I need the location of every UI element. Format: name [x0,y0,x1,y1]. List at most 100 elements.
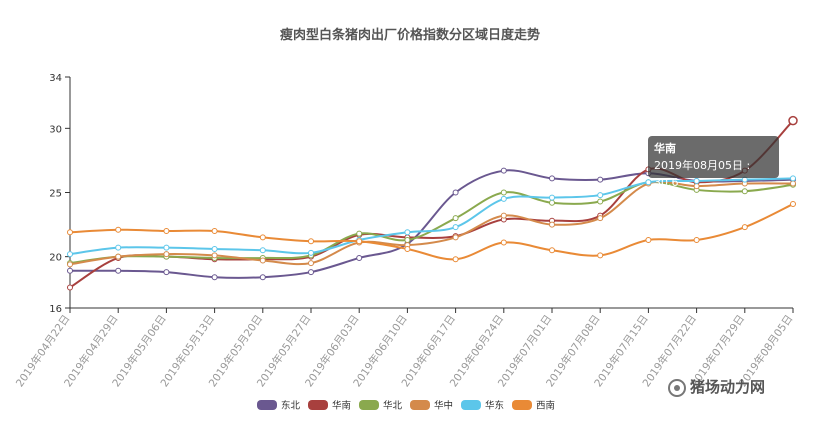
series-line [69,177,794,256]
data-point[interactable] [308,249,314,256]
data-point[interactable] [259,247,266,254]
x-tick-label: 2019年07月15日 [591,312,650,389]
wechat-icon [668,378,686,397]
legend-label: 东北 [281,400,301,412]
legend-label: 西南 [536,400,555,412]
series-5 [67,201,796,263]
data-point[interactable] [500,189,507,196]
data-point[interactable] [597,176,604,183]
data-point[interactable] [693,177,700,184]
legend-swatch [461,400,481,410]
data-point[interactable] [211,274,218,281]
data-point[interactable] [115,253,122,260]
series-line [69,180,794,265]
x-tick-label: 2019年05月06日 [109,312,168,389]
data-point[interactable] [549,247,555,254]
data-point[interactable] [790,180,796,187]
x-tick-label: 2019年06月17日 [399,312,458,389]
data-point[interactable] [597,252,604,259]
data-point[interactable] [790,175,796,182]
legend-swatch [308,400,328,410]
series-line [69,203,794,261]
data-point[interactable] [163,269,170,276]
data-point[interactable] [404,245,411,252]
legend-label: 华东 [485,400,504,412]
data-point[interactable] [163,228,170,234]
legend-item[interactable]: 西南 [512,400,555,412]
data-point[interactable] [259,257,266,264]
x-tick-label: 2019年05月20日 [206,312,265,389]
data-point[interactable] [356,230,363,237]
data-point[interactable] [645,236,652,243]
data-point[interactable] [452,189,459,196]
data-point[interactable] [67,261,73,268]
legend-label: 华中 [434,400,453,412]
chart-title: 瘦肉型白条猪肉出厂价格指数分区域日度走势 [280,27,540,43]
highlighted-point[interactable] [788,115,798,126]
data-point[interactable] [597,198,604,205]
data-point[interactable] [549,175,555,182]
data-point[interactable] [452,215,459,222]
legend-label: 华北 [383,400,403,412]
data-point[interactable] [404,229,411,236]
y-tick-label: 25 [49,189,62,200]
data-point[interactable] [211,252,218,259]
data-point[interactable] [741,224,748,231]
data-point[interactable] [163,244,170,251]
legend-item[interactable]: 华南 [308,400,351,412]
data-point[interactable] [693,236,700,243]
legend-swatch [359,400,379,410]
legend-item[interactable]: 华中 [410,400,453,412]
legend-item[interactable]: 华北 [359,400,403,412]
x-tick-label: 2019年07月08日 [543,312,602,389]
data-point[interactable] [452,224,459,231]
tooltip-title: 华南 [654,142,676,155]
data-point[interactable] [308,269,314,276]
data-point[interactable] [211,228,218,234]
data-point[interactable] [500,239,507,246]
data-point[interactable] [67,284,73,291]
data-point[interactable] [356,238,363,245]
data-point[interactable] [645,179,652,186]
y-tick-label: 20 [49,253,62,264]
data-point[interactable] [549,194,555,201]
data-point[interactable] [500,167,507,174]
data-point[interactable] [259,274,266,281]
data-point[interactable] [549,221,555,228]
series-3 [67,180,796,268]
y-tick-label: 34 [49,73,62,84]
data-point[interactable] [67,229,73,236]
watermark: 猪场动力网 [668,376,808,402]
data-point[interactable] [549,199,555,206]
data-point[interactable] [115,267,122,274]
data-point[interactable] [741,188,748,195]
data-point[interactable] [211,245,218,252]
x-tick-label: 2019年07月01日 [495,312,554,389]
data-point[interactable] [452,234,459,241]
legend-item[interactable]: 华东 [461,400,504,412]
data-point[interactable] [597,192,604,199]
data-point[interactable] [597,215,604,222]
data-point[interactable] [115,226,122,233]
data-point[interactable] [308,260,314,267]
data-point[interactable] [790,201,796,208]
data-point[interactable] [163,251,170,258]
y-tick-label: 16 [49,304,62,315]
tooltip-text: 2019年08月05日 : 30.6 [654,159,751,189]
data-point[interactable] [115,244,122,251]
data-point[interactable] [308,238,314,245]
x-tick-label: 2019年04月29日 [61,312,120,389]
x-tick-label: 2019年05月13日 [158,312,217,389]
data-point[interactable] [452,256,459,263]
data-point[interactable] [259,234,266,241]
legend-item[interactable]: 东北 [257,400,301,412]
data-point[interactable] [500,212,507,219]
data-point[interactable] [404,236,411,243]
data-point[interactable] [500,195,507,202]
x-tick-label: 2019年05月27日 [254,312,313,389]
data-point[interactable] [67,251,73,258]
data-point[interactable] [356,254,363,261]
x-tick-label: 2019年06月10日 [350,312,409,389]
data-point[interactable] [67,267,73,274]
